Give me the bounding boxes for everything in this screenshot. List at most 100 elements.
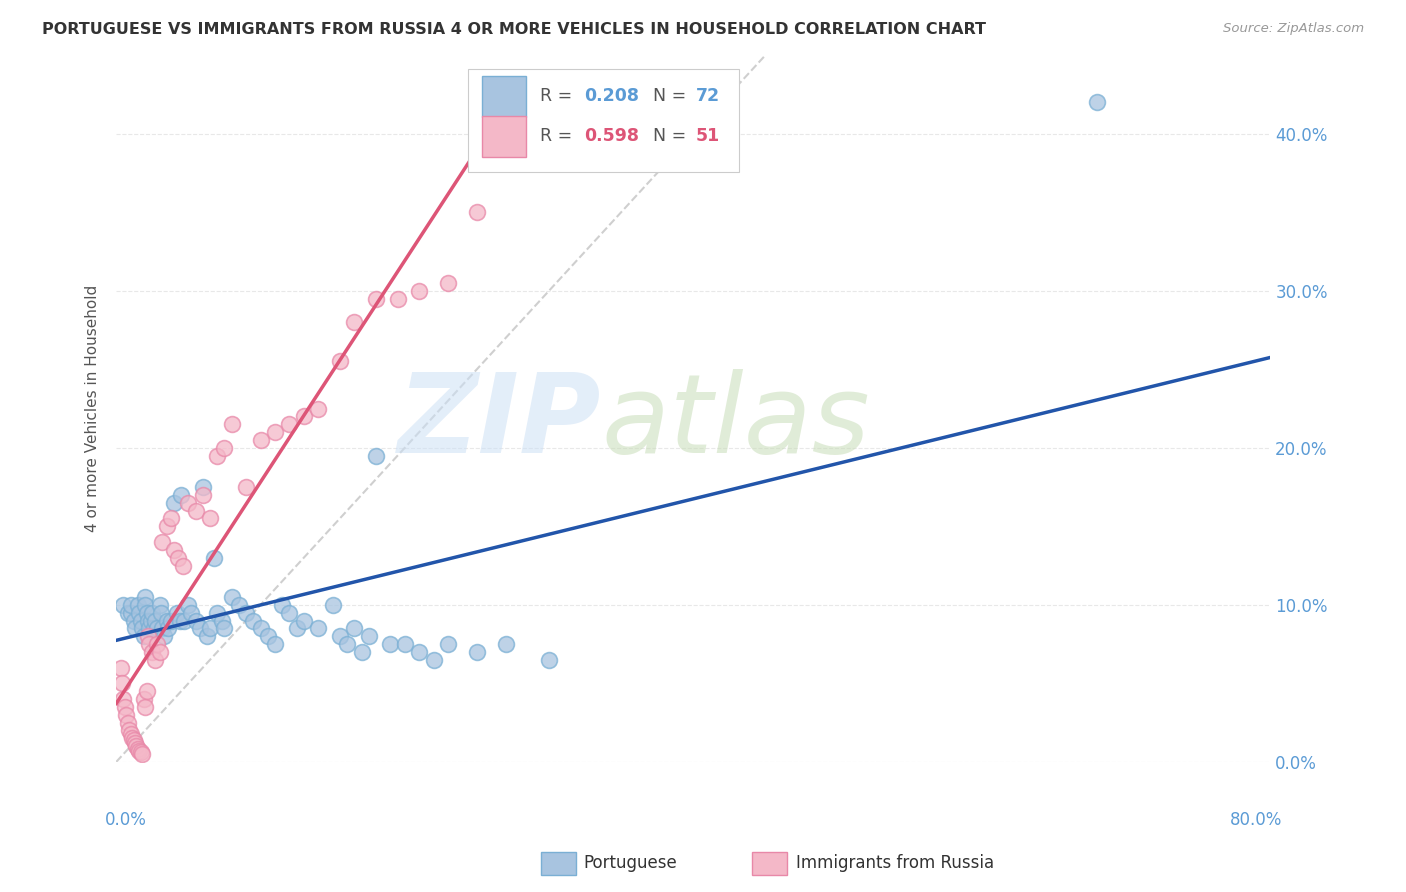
Point (131, 621, 153, 635)
Point (184, 614, 207, 628)
Point (135, 606, 157, 620)
Point (112, 692, 135, 706)
Point (131, 747, 153, 761)
Point (114, 699, 136, 714)
Point (124, 621, 146, 635)
Point (125, 739, 148, 753)
Point (343, 315, 366, 329)
Point (110, 660, 132, 674)
Point (387, 292, 409, 306)
Point (163, 542, 186, 557)
Point (364, 292, 387, 306)
Point (184, 503, 207, 517)
Point (350, 645, 373, 659)
Point (120, 598, 142, 612)
Point (214, 441, 236, 455)
Point (249, 433, 271, 447)
Point (160, 614, 183, 628)
Point (292, 614, 315, 628)
Point (221, 417, 243, 432)
Point (163, 496, 186, 510)
Point (264, 425, 287, 439)
Point (198, 621, 221, 635)
Point (214, 621, 236, 635)
Point (167, 550, 190, 565)
Point (127, 742, 149, 756)
Point (198, 511, 221, 525)
Point (150, 606, 173, 620)
Point (143, 653, 166, 667)
Point (172, 558, 194, 573)
Point (195, 629, 218, 643)
Point (307, 401, 329, 416)
Text: Immigrants from Russia: Immigrants from Russia (796, 855, 994, 872)
Point (129, 614, 152, 628)
Point (145, 637, 167, 651)
Point (202, 550, 225, 565)
Point (322, 598, 344, 612)
Point (264, 637, 287, 651)
Text: 72: 72 (696, 87, 720, 105)
Point (285, 621, 308, 635)
Point (408, 645, 430, 659)
FancyBboxPatch shape (468, 70, 740, 172)
Point (127, 598, 149, 612)
Point (115, 707, 138, 722)
Point (141, 645, 163, 659)
Point (292, 409, 315, 424)
Point (120, 726, 142, 740)
Point (136, 614, 159, 628)
Point (145, 621, 167, 635)
Text: atlas: atlas (600, 369, 870, 476)
Point (221, 590, 243, 604)
Point (422, 653, 444, 667)
Point (122, 732, 145, 747)
Point (329, 354, 352, 368)
Point (141, 606, 163, 620)
Point (153, 629, 176, 643)
Text: 80.0%: 80.0% (1229, 812, 1282, 830)
Point (134, 699, 156, 714)
Point (343, 621, 366, 635)
Point (191, 480, 214, 494)
Point (465, 205, 488, 219)
FancyBboxPatch shape (482, 116, 526, 157)
Point (135, 684, 157, 698)
Point (538, 653, 561, 667)
Point (207, 449, 229, 463)
Point (156, 519, 179, 533)
Point (394, 637, 416, 651)
Text: Portuguese: Portuguese (583, 855, 678, 872)
Point (180, 606, 202, 620)
Point (307, 621, 329, 635)
Point (166, 606, 188, 620)
Point (329, 629, 352, 643)
Point (122, 614, 145, 628)
Point (138, 637, 160, 651)
Point (132, 692, 155, 706)
Point (242, 614, 264, 628)
Text: PORTUGUESE VS IMMIGRANTS FROM RUSSIA 4 OR MORE VEHICLES IN HOUSEHOLD CORRELATION: PORTUGUESE VS IMMIGRANTS FROM RUSSIA 4 O… (42, 22, 986, 37)
Point (152, 621, 174, 635)
FancyBboxPatch shape (482, 76, 526, 117)
Point (128, 744, 150, 758)
Point (211, 614, 233, 628)
Point (169, 614, 191, 628)
Point (160, 511, 183, 525)
Point (138, 621, 160, 635)
Point (128, 606, 150, 620)
Point (173, 614, 195, 628)
Point (134, 590, 156, 604)
Point (112, 598, 135, 612)
Point (148, 645, 170, 659)
Point (336, 637, 359, 651)
Point (357, 629, 380, 643)
Text: 0.208: 0.208 (583, 87, 638, 105)
Point (191, 488, 214, 502)
Point (278, 417, 301, 432)
Point (139, 614, 162, 628)
Point (143, 614, 166, 628)
Text: R =: R = (540, 87, 578, 105)
Point (235, 480, 257, 494)
Text: R =: R = (540, 128, 578, 145)
